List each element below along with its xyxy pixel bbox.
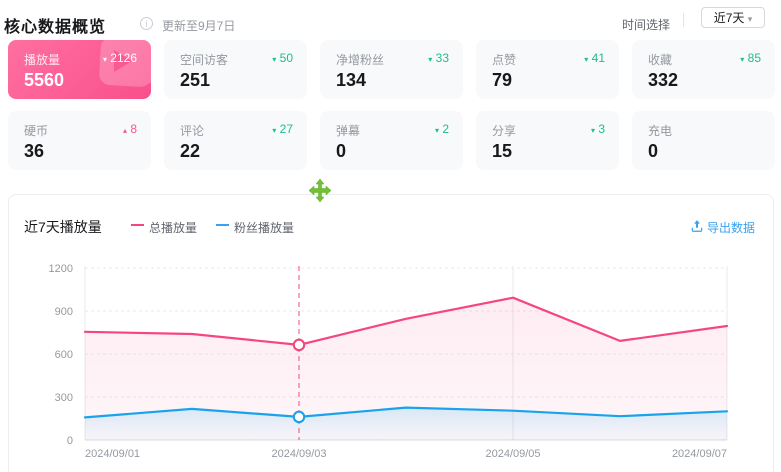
- svg-text:2024/09/07: 2024/09/07: [672, 448, 727, 460]
- svg-text:2024/09/01: 2024/09/01: [85, 448, 140, 460]
- svg-text:2024/09/05: 2024/09/05: [485, 448, 540, 460]
- svg-text:600: 600: [55, 349, 73, 361]
- svg-text:900: 900: [55, 306, 73, 318]
- svg-text:300: 300: [55, 392, 73, 404]
- svg-text:2024/09/03: 2024/09/03: [271, 448, 326, 460]
- svg-text:0: 0: [67, 435, 73, 447]
- svg-text:1200: 1200: [49, 263, 73, 275]
